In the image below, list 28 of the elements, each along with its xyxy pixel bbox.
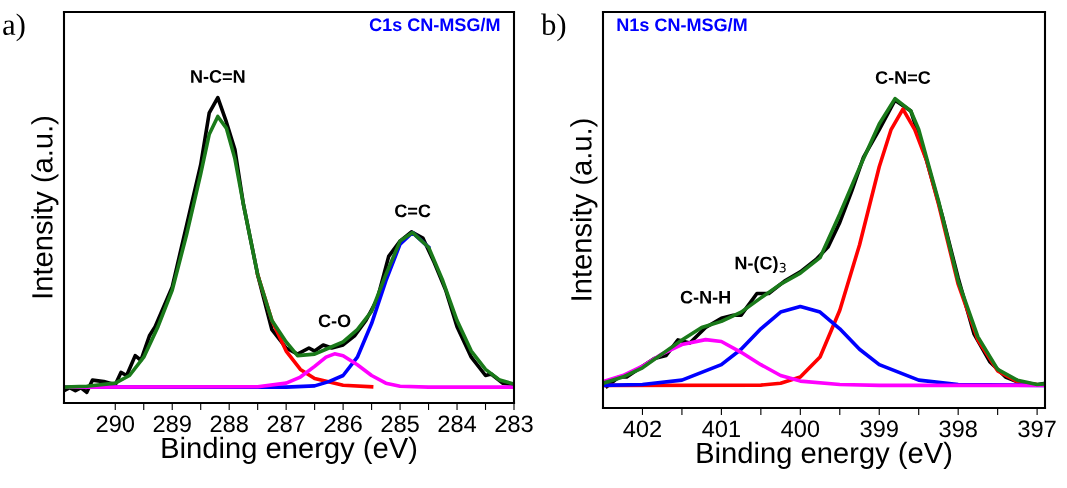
annotation: N-C=N [191,70,245,83]
x-axis-title: Binding energy (eV) [697,441,952,469]
x-tick-label: 401 [702,420,740,438]
annotation: C-N=C [875,71,931,84]
y-axis-title: Intensity (a.u.) [31,116,59,298]
x-tick-label: 399 [860,420,898,438]
x-tick-label: 400 [781,420,820,438]
x-tick-label: 283 [495,415,533,433]
annotation: C-O [318,314,351,328]
x-tick-label: 397 [1018,420,1056,438]
x-tick-label: 287 [267,415,305,433]
x-tick-label: 398 [939,420,977,438]
text: b) [541,13,566,42]
chart-title: N1s CN-MSG/M [617,17,747,32]
y-axis-title: Intensity (a.u.) [570,119,598,300]
x-tick-label: 288 [210,415,248,433]
annotation: C-N-H [680,290,730,304]
x-tick-label: 285 [381,415,419,433]
annotation: N-(C)$_{3}$ [735,256,786,273]
chart-title: C1s CN-MSG/M [369,17,500,32]
annotation: C=C [395,204,431,218]
x-tick-label: 290 [96,415,135,433]
text: a) [3,13,25,42]
x-tick-label: 284 [438,415,477,433]
x-tick-label: 289 [153,415,191,433]
x-axis-title: Binding energy (eV) [162,436,417,464]
x-tick-label: 402 [623,420,661,438]
x-tick-label: 286 [324,415,362,433]
